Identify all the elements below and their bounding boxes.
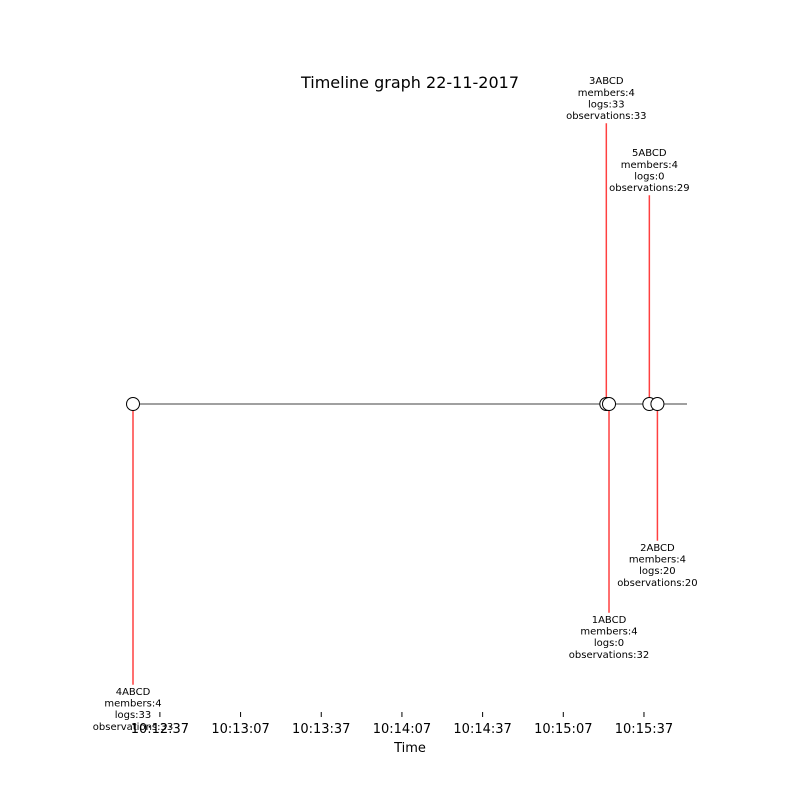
x-tick-label: 10:13:07 xyxy=(211,722,269,737)
x-tick-label: 10:12:37 xyxy=(131,722,189,737)
event-markers xyxy=(126,397,665,411)
event-annotation-line: 3ABCD xyxy=(589,76,624,87)
event-annotation-line: members:4 xyxy=(104,699,161,710)
event-annotation: 2ABCD members:4 logs:20 observations:20 xyxy=(617,543,697,589)
event-annotation-line: logs:0 xyxy=(634,172,664,183)
event-marker xyxy=(602,397,617,411)
x-axis: 10:12:37 10:13:07 10:13:37 10:14:07 10:14:37… xyxy=(131,712,673,737)
event-annotation-line: members:4 xyxy=(621,160,678,171)
x-axis-label: Time xyxy=(393,741,426,756)
event-annotation-line: logs:33 xyxy=(115,710,152,721)
event-annotation-line: logs:0 xyxy=(594,638,624,649)
event-annotation-line: observations:32 xyxy=(569,650,649,661)
event-annotation: 3ABCD members:4 logs:33 observations:33 xyxy=(566,76,646,122)
event-annotation-line: observations:29 xyxy=(609,183,689,194)
event-annotation-line: logs:20 xyxy=(639,566,676,577)
event-annotation-line: 2ABCD xyxy=(640,543,675,554)
event-stems xyxy=(132,123,659,685)
event-marker xyxy=(126,397,140,411)
event-annotation-line: members:4 xyxy=(580,627,637,638)
event-annotation-line: members:4 xyxy=(578,88,635,99)
event-annotation-line: members:4 xyxy=(629,555,686,566)
x-tick-label: 10:14:37 xyxy=(453,722,511,737)
x-tick-label: 10:15:07 xyxy=(534,722,592,737)
x-tick-label: 10:15:37 xyxy=(615,722,673,737)
event-marker xyxy=(650,397,665,411)
event-annotation: 5ABCD members:4 logs:0 observations:29 xyxy=(609,148,689,194)
chart-title: Timeline graph 22-11-2017 xyxy=(300,73,519,92)
x-tick-label: 10:13:37 xyxy=(292,722,350,737)
event-annotation: 4ABCD members:4 logs:33 observations:33 xyxy=(93,687,173,733)
event-annotation-line: logs:33 xyxy=(588,100,625,111)
event-annotation-line: observations:20 xyxy=(617,578,697,589)
event-annotations: 4ABCD members:4 logs:33 observations:333ABC… xyxy=(93,76,698,733)
event-annotation-line: observations:33 xyxy=(566,111,646,122)
event-annotation-line: 4ABCD xyxy=(116,687,151,698)
event-annotation-line: observations:33 xyxy=(93,722,173,733)
event-annotation-line: 1ABCD xyxy=(592,615,627,626)
event-annotation-line: 5ABCD xyxy=(632,148,667,159)
event-annotation: 1ABCD members:4 logs:0 observations:32 xyxy=(569,615,649,661)
x-tick-label: 10:14:07 xyxy=(373,722,431,737)
